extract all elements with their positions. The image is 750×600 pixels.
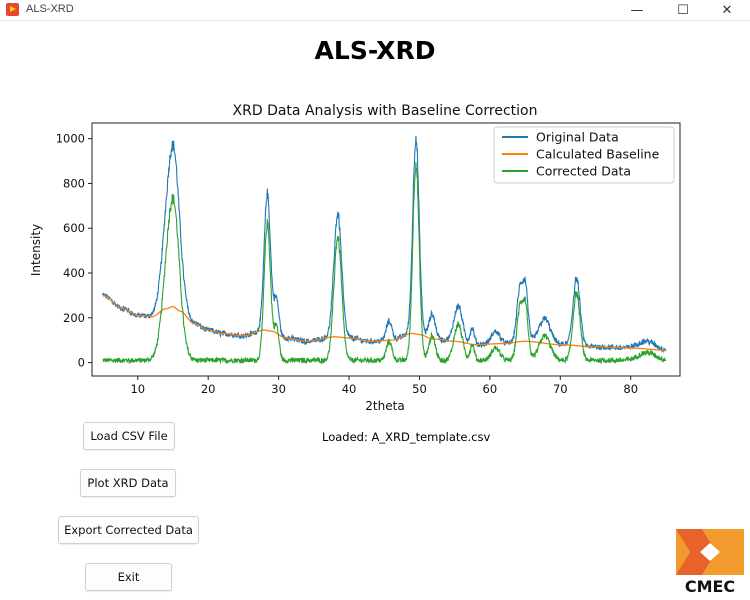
logo-chevron xyxy=(676,529,716,575)
x-tick-label: 70 xyxy=(553,382,568,396)
x-tick-label: 50 xyxy=(412,382,427,396)
maximize-button[interactable]: ☐ xyxy=(677,2,689,18)
legend-label-baseline: Calculated Baseline xyxy=(536,147,660,162)
y-tick-label: 1000 xyxy=(56,132,85,146)
x-tick-label: 60 xyxy=(483,382,498,396)
x-tick-label: 30 xyxy=(271,382,286,396)
x-tick-label: 10 xyxy=(130,382,145,396)
legend-label-original: Original Data xyxy=(536,130,619,145)
chart-legend: Original Data Calculated Baseline Correcte… xyxy=(493,126,675,184)
export-corrected-data-button[interactable]: Export Corrected Data xyxy=(58,516,199,544)
plot-frame xyxy=(91,122,681,377)
y-tick-label: 200 xyxy=(63,311,85,325)
legend-label-corrected: Corrected Data xyxy=(536,164,631,179)
app-heading: ALS-XRD xyxy=(314,36,436,65)
plot-xrd-button[interactable]: Plot XRD Data xyxy=(80,469,176,497)
cmec-logo-mark xyxy=(676,529,744,575)
cmec-logo-text: CMEC xyxy=(684,577,736,596)
legend-box xyxy=(493,126,675,184)
x-tick-label: 40 xyxy=(342,382,357,396)
close-button[interactable]: ✕ xyxy=(721,2,733,18)
y-tick-label: 800 xyxy=(63,176,85,190)
minimize-button[interactable]: — xyxy=(630,2,644,18)
series-line-corrected xyxy=(102,162,667,365)
window-title-bar: ALS-XRD — ☐ ✕ xyxy=(0,0,750,21)
loaded-file-status: Loaded: A_XRD_template.csv xyxy=(322,430,491,444)
chart-title: XRD Data Analysis with Baseline Correcti… xyxy=(233,103,538,119)
app-icon xyxy=(6,3,19,16)
y-tick-label: 0 xyxy=(78,356,85,370)
load-csv-button[interactable]: Load CSV File xyxy=(83,422,175,450)
series-line-original xyxy=(102,135,667,354)
cmec-logo: CMEC xyxy=(676,529,744,597)
window-title: ALS-XRD xyxy=(26,3,74,15)
x-axis-label: 2theta xyxy=(365,399,404,413)
logo-diamond xyxy=(700,543,720,561)
y-tick-label: 600 xyxy=(63,221,85,235)
x-tick-label: 80 xyxy=(623,382,638,396)
exit-button[interactable]: Exit xyxy=(85,563,172,591)
y-tick-label: 400 xyxy=(63,266,85,280)
x-tick-label: 20 xyxy=(201,382,216,396)
series-line-baseline xyxy=(102,294,666,351)
y-axis-label: Intensity xyxy=(29,224,43,276)
